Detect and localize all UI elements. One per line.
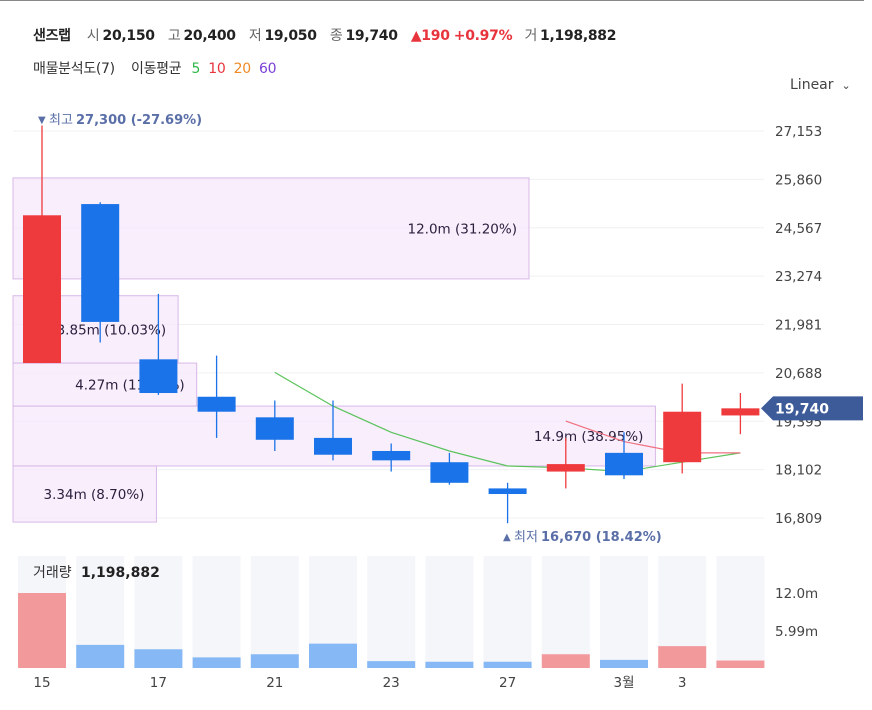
y-tick-2: 24,567 — [775, 221, 822, 237]
scale-selector[interactable]: Linear ⌄ — [790, 77, 851, 93]
volume-bar-8 — [483, 661, 532, 668]
volume-bar-0 — [18, 593, 66, 668]
x-tick-0: 15 — [33, 675, 50, 691]
top-divider — [0, 0, 864, 1]
current-price-tag — [761, 396, 863, 421]
candle-body-10 — [605, 452, 643, 476]
volume-bar-11 — [658, 646, 707, 668]
low-annotation-label: 최저 — [514, 530, 538, 545]
volume-bar-4 — [250, 654, 299, 668]
open-label: 시 — [86, 28, 100, 44]
volume-profile-label-4: 3.34m (8.70%) — [44, 487, 145, 503]
volume-profile-toggle[interactable]: 매물분석도(7) — [33, 61, 115, 77]
high-annotation-value: 27,300 (-27.69%) — [76, 113, 202, 128]
volume-bar-10 — [600, 659, 648, 668]
volume-slot-8 — [483, 556, 532, 668]
x-tick-5: 3월 — [613, 675, 634, 691]
stock-name: 샌즈랩 — [33, 28, 71, 44]
candle-body-11 — [663, 411, 702, 463]
ma-5: 5 — [191, 61, 201, 77]
volume-tick-1: 5.99m — [775, 624, 818, 640]
ma-20: 20 — [233, 61, 252, 77]
candle-body-7 — [430, 462, 469, 483]
volume-slot-12 — [716, 556, 765, 668]
y-tick-0: 27,153 — [775, 124, 822, 140]
ma-60: 60 — [259, 61, 277, 77]
low-label: 저 — [248, 28, 262, 44]
volume-bar-5 — [309, 643, 357, 668]
scale-value: Linear — [790, 77, 834, 93]
high-annotation-label: 최고 — [49, 113, 73, 128]
volume-bar-9 — [541, 654, 590, 668]
candle-body-0 — [23, 215, 61, 364]
volume-tick-0: 12.0m — [775, 586, 818, 602]
volume-profile-label-0: 12.0m (31.20%) — [407, 221, 517, 237]
y-tick-3: 23,274 — [775, 269, 822, 285]
candle-body-1 — [81, 204, 120, 322]
moving-average-label[interactable]: 이동평균 — [131, 61, 182, 77]
indicator-legend: 매물분석도(7) 이동평균 5 10 20 60 — [33, 58, 277, 78]
quote-header: 샌즈랩 시 20,150 고 20,400 저 19,050 종 19,740 ▲190… — [33, 25, 625, 45]
volume-bar-6 — [367, 661, 416, 668]
volume-bar-12 — [716, 660, 765, 668]
candle-body-3 — [197, 396, 236, 412]
candle-body-4 — [255, 417, 294, 440]
chevron-down-icon: ⌄ — [841, 79, 851, 92]
y-tick-8: 16,809 — [775, 511, 822, 527]
close-label: 종 — [329, 28, 343, 44]
high-value: 20,400 — [183, 28, 236, 44]
candle-body-9 — [546, 464, 585, 472]
change-pct: +0.97% — [453, 28, 513, 44]
volume-slot-3 — [192, 556, 241, 668]
low-value: 19,050 — [264, 28, 317, 44]
x-tick-1: 17 — [150, 675, 167, 691]
y-tick-5: 20,688 — [775, 366, 822, 382]
volume-profile-label-1: 3.85m (10.03%) — [57, 322, 167, 338]
volume-label: 거 — [524, 28, 538, 44]
volume-profile-box-4 — [12, 465, 157, 523]
volume-value: 1,198,882 — [540, 28, 617, 44]
volume-slot-9 — [541, 556, 590, 668]
ma-10: 10 — [208, 61, 226, 77]
x-tick-2: 21 — [266, 675, 283, 691]
volume-slot-7 — [425, 556, 474, 668]
x-tick-6: 3 — [678, 675, 687, 691]
x-tick-3: 23 — [383, 675, 400, 691]
y-tick-4: 21,981 — [775, 318, 822, 334]
close-value: 19,740 — [345, 28, 398, 44]
candle-body-6 — [372, 450, 411, 461]
candle-body-5 — [314, 437, 352, 455]
candle-body-12 — [721, 408, 760, 416]
ma5-line — [274, 371, 741, 473]
low-marker-icon: ▲ — [503, 532, 511, 543]
current-price-value: 19,740 — [775, 401, 829, 417]
volume-slot-6 — [367, 556, 416, 668]
volume-bar-1 — [76, 644, 125, 668]
volume-current: 1,198,882 — [81, 565, 160, 581]
high-label: 고 — [167, 28, 181, 44]
volume-slot-10 — [600, 556, 648, 668]
volume-bar-7 — [425, 661, 474, 668]
volume-profile-box-3 — [12, 405, 656, 467]
volume-profile-label-3: 14.9m (38.95%) — [534, 429, 644, 445]
high-marker-icon: ▼ — [38, 115, 46, 126]
candle-body-2 — [139, 359, 178, 394]
low-annotation-value: 16,670 (18.42%) — [541, 530, 662, 545]
volume-bar-3 — [192, 657, 241, 668]
change-value: ▲190 — [410, 28, 450, 44]
candle-body-8 — [488, 488, 527, 495]
y-tick-1: 25,860 — [775, 172, 822, 188]
volume-title: 거래량 — [33, 565, 72, 581]
x-tick-4: 27 — [499, 675, 516, 691]
y-tick-7: 18,102 — [775, 463, 822, 479]
volume-bar-2 — [134, 649, 183, 668]
open-value: 20,150 — [102, 28, 156, 44]
volume-slot-4 — [250, 556, 299, 668]
ma10-line — [565, 420, 741, 454]
